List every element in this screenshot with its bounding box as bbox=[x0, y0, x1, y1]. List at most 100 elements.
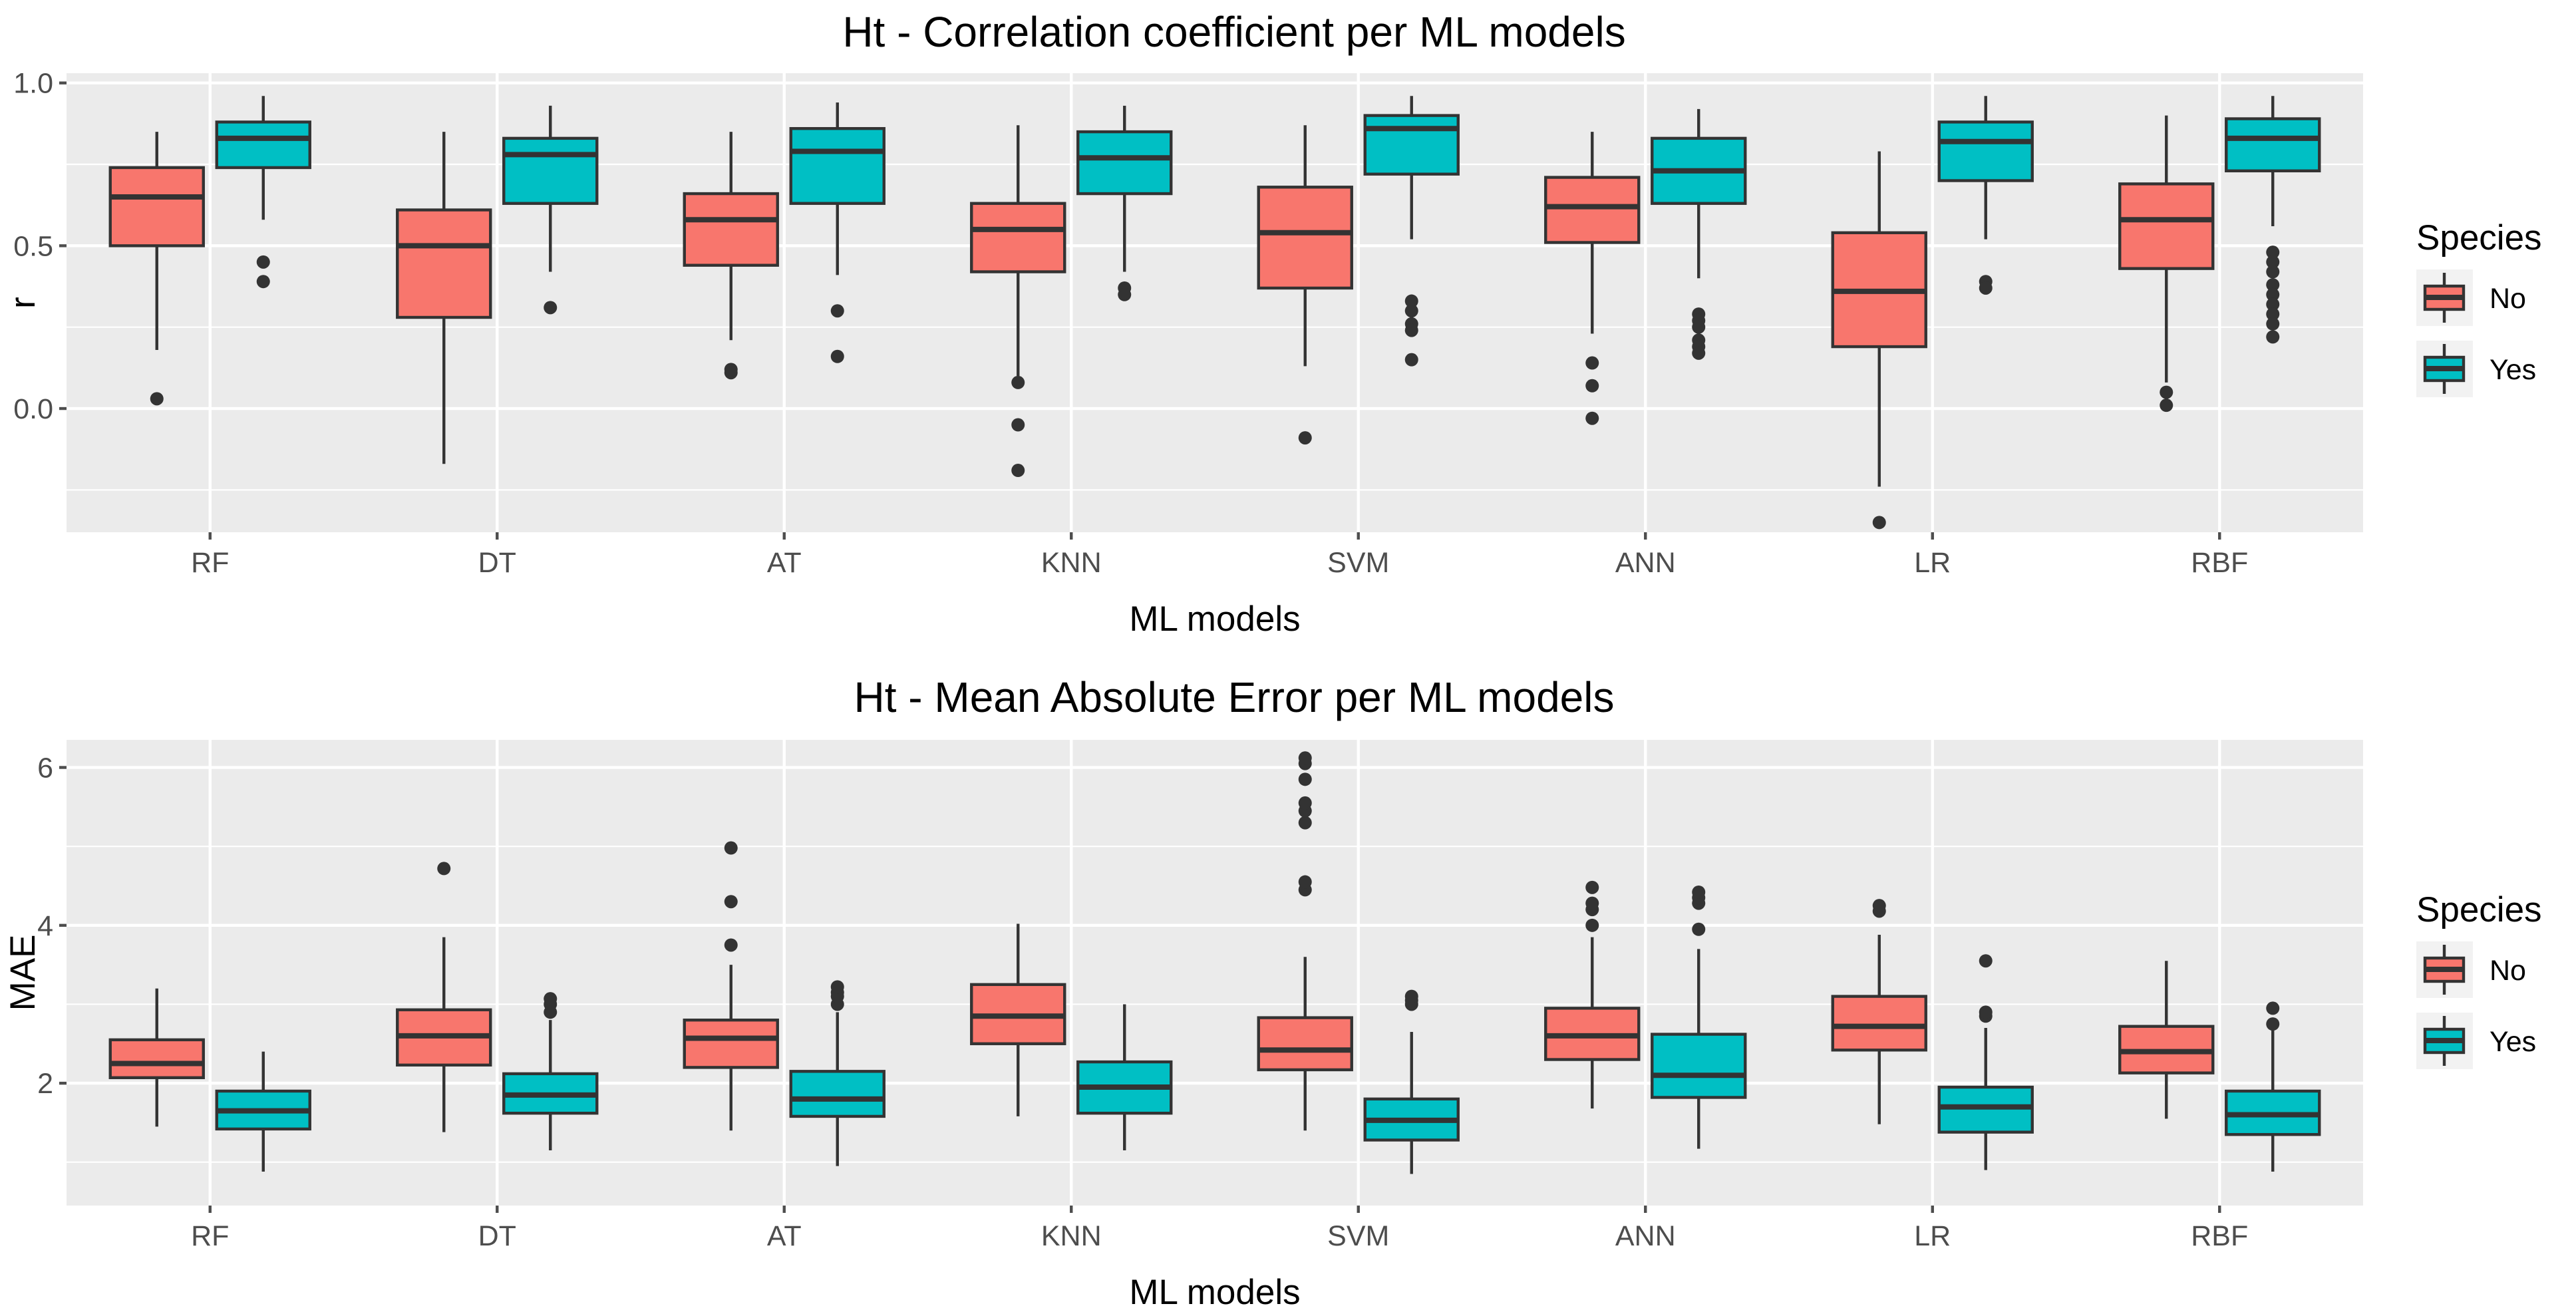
boxplot-lr-no bbox=[1831, 151, 1927, 530]
outlier-point bbox=[1979, 1005, 1993, 1019]
boxplot-dt-no bbox=[396, 862, 492, 1132]
outlier-point bbox=[830, 349, 844, 363]
boxplot-svm-no bbox=[1257, 751, 1353, 1131]
outlier-point bbox=[2266, 317, 2280, 331]
outlier-point bbox=[544, 992, 558, 1006]
boxplot-svm-no bbox=[1257, 125, 1353, 445]
legend-item-yes: Yes bbox=[2416, 341, 2536, 397]
outlier-point bbox=[1404, 353, 1418, 367]
outlier-point bbox=[1298, 796, 1312, 810]
box-iqr bbox=[789, 1070, 886, 1118]
outlier-point bbox=[1692, 346, 1706, 360]
outlier-point bbox=[2266, 307, 2280, 321]
outlier-point bbox=[1298, 816, 1312, 830]
outlier-point bbox=[1979, 281, 1993, 295]
boxplot-svm-yes bbox=[1363, 96, 1460, 367]
outlier-point bbox=[1404, 323, 1418, 337]
gridlines bbox=[67, 73, 2363, 532]
boxplot-rbf-no bbox=[2118, 961, 2215, 1119]
boxplots bbox=[108, 751, 2321, 1174]
outlier-point bbox=[1298, 772, 1312, 786]
boxplot-knn-yes bbox=[1076, 1004, 1173, 1150]
boxplot-rbf-yes bbox=[2225, 96, 2321, 344]
outlier-point bbox=[1298, 875, 1312, 889]
box-iqr bbox=[1831, 995, 1927, 1052]
outlier-point bbox=[1692, 320, 1706, 334]
chart-title: Ht - Correlation coefficient per ML mode… bbox=[842, 8, 1625, 56]
legend-title: Species bbox=[2416, 890, 2542, 929]
legend-label-no: No bbox=[2490, 283, 2526, 315]
boxplot-rbf-no bbox=[2118, 115, 2215, 412]
outlier-point bbox=[1585, 880, 1599, 894]
x-axis-title: ML models bbox=[1129, 1273, 1300, 1312]
x-tick-label: ANN bbox=[1615, 547, 1676, 579]
legend-title: Species bbox=[2416, 218, 2542, 257]
box-iqr bbox=[1651, 1033, 1747, 1099]
boxplot-rf-yes bbox=[215, 1051, 311, 1172]
legend-label-yes: Yes bbox=[2490, 1026, 2536, 1058]
x-tick-label: DT bbox=[478, 547, 516, 579]
y-tick-label: 0.5 bbox=[13, 230, 53, 262]
outlier-point bbox=[1585, 918, 1599, 932]
x-axis: RF DT AT KNN SVM ANN LR RBF bbox=[191, 532, 2248, 579]
outlier-point bbox=[2266, 297, 2280, 311]
outlier-point bbox=[1011, 375, 1025, 389]
outlier-point bbox=[1585, 379, 1599, 393]
outlier-point bbox=[256, 255, 270, 269]
outlier-point bbox=[150, 392, 164, 406]
outlier-point bbox=[256, 275, 270, 289]
x-tick-label: LR bbox=[1914, 1220, 1951, 1252]
box-iqr bbox=[970, 202, 1066, 273]
outlier-point bbox=[2160, 399, 2174, 412]
x-tick-label: DT bbox=[478, 1220, 516, 1252]
outlier-point bbox=[437, 862, 451, 876]
y-axis: 2 4 6 bbox=[37, 752, 67, 1100]
outlier-point bbox=[2266, 255, 2280, 269]
box-iqr bbox=[396, 208, 492, 319]
legend: Species No Yes bbox=[2416, 218, 2542, 397]
chart-mae: Ht - Mean Absolute Error per ML models 2… bbox=[3, 673, 2542, 1312]
outlier-point bbox=[2266, 278, 2280, 292]
box-iqr bbox=[683, 1018, 779, 1069]
box-iqr bbox=[1937, 1085, 2034, 1134]
outlier-point bbox=[830, 980, 844, 994]
legend-label-yes: Yes bbox=[2490, 354, 2536, 386]
boxplots bbox=[108, 96, 2321, 530]
outlier-point bbox=[544, 301, 558, 315]
outlier-point bbox=[1979, 954, 1993, 968]
outlier-point bbox=[1404, 294, 1418, 308]
boxplot-at-yes bbox=[789, 102, 886, 363]
legend-item-no: No bbox=[2416, 941, 2526, 998]
box-iqr bbox=[1076, 130, 1173, 196]
boxplot-dt-yes bbox=[502, 105, 599, 315]
box-iqr bbox=[1544, 176, 1641, 244]
x-tick-label: RF bbox=[191, 1220, 229, 1252]
x-tick-label: RBF bbox=[2191, 547, 2248, 579]
x-tick-label: RBF bbox=[2191, 1220, 2248, 1252]
y-axis-title: r bbox=[3, 297, 43, 309]
box-iqr bbox=[2118, 182, 2215, 270]
boxplot-at-no bbox=[683, 841, 779, 1131]
outlier-point bbox=[2266, 287, 2280, 301]
boxplot-lr-no bbox=[1831, 899, 1927, 1124]
chart-correlation: Ht - Correlation coefficient per ML mode… bbox=[3, 8, 2542, 639]
box-iqr bbox=[683, 192, 779, 267]
outlier-point bbox=[2266, 246, 2280, 259]
y-tick-label: 6 bbox=[37, 752, 53, 784]
boxplot-rf-no bbox=[108, 132, 205, 406]
x-tick-label: AT bbox=[767, 547, 802, 579]
outlier-point bbox=[724, 841, 738, 855]
plot-panel bbox=[67, 740, 2363, 1206]
outlier-point bbox=[1011, 464, 1025, 478]
boxplot-at-yes bbox=[789, 980, 886, 1166]
y-axis: 0.0 0.5 1.0 bbox=[13, 68, 67, 425]
y-tick-label: 0.0 bbox=[13, 393, 53, 425]
legend: Species No Yes bbox=[2416, 890, 2542, 1069]
legend-label-no: No bbox=[2490, 955, 2526, 987]
boxplot-lr-yes bbox=[1937, 954, 2034, 1170]
boxplot-ann-no bbox=[1544, 880, 1641, 1109]
outlier-point bbox=[1585, 356, 1599, 370]
box-iqr bbox=[502, 136, 599, 205]
box-iqr bbox=[108, 1038, 205, 1079]
outlier-point bbox=[1011, 418, 1025, 432]
